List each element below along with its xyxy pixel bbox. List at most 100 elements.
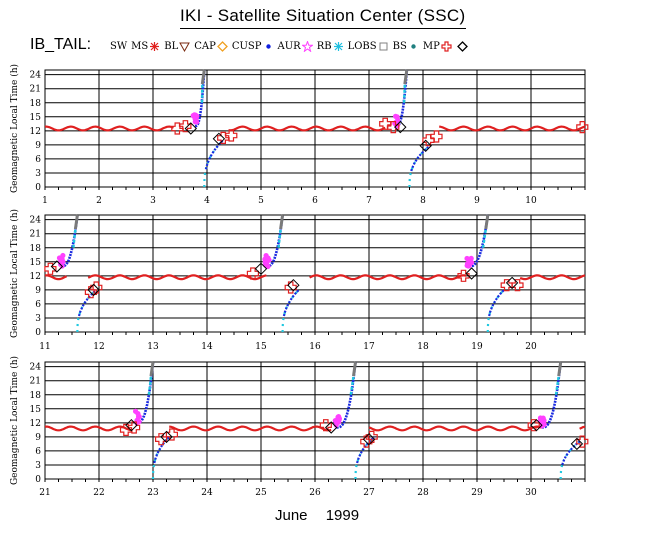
asterisk-cyan-icon bbox=[333, 41, 343, 51]
aurora-point bbox=[262, 256, 268, 262]
inbound-series bbox=[203, 139, 224, 187]
legend-item: SW bbox=[110, 41, 127, 52]
magnetosheath-series bbox=[169, 425, 332, 432]
y-tick-label: 15 bbox=[30, 113, 42, 123]
lobes-series bbox=[484, 214, 490, 230]
dot-icon bbox=[265, 43, 271, 49]
x-tick-label: 20 bbox=[525, 342, 537, 352]
asterisk-icon bbox=[150, 41, 160, 51]
magnetopause-marker bbox=[284, 281, 297, 294]
y-axis-label: Geomagnetic Local Time (h) bbox=[9, 356, 20, 485]
y-tick-label: 15 bbox=[30, 258, 42, 268]
radiation-belt-series bbox=[402, 83, 406, 103]
aurora-point bbox=[135, 411, 141, 417]
x-tick-label: 1 bbox=[42, 196, 48, 206]
inbound-series bbox=[354, 436, 376, 479]
x-tick-label: 23 bbox=[147, 488, 159, 498]
x-tick-label: 8 bbox=[420, 196, 426, 206]
legend-item: RB bbox=[317, 41, 344, 52]
legend-item: BS bbox=[393, 41, 419, 52]
plus-icon bbox=[441, 40, 452, 52]
inbound-series bbox=[76, 289, 98, 332]
legend-item: BL bbox=[164, 40, 191, 52]
magnetopause-marker bbox=[165, 428, 178, 441]
inbound-series bbox=[281, 289, 300, 332]
bow-shock-marker bbox=[570, 437, 584, 451]
y-tick-label: 21 bbox=[30, 85, 41, 95]
aurora-point bbox=[266, 257, 272, 263]
y-tick-label: 3 bbox=[35, 461, 41, 471]
legend-label: RB bbox=[316, 40, 332, 52]
x-tick-label: 2 bbox=[96, 196, 102, 206]
lobes-series bbox=[149, 361, 155, 377]
x-tick-label: 29 bbox=[471, 488, 483, 498]
plasma-sheet-series bbox=[356, 436, 376, 464]
magnetopause-marker bbox=[44, 262, 57, 275]
star-icon bbox=[301, 40, 313, 52]
bow-shock-marker bbox=[465, 267, 478, 280]
radiation-belt-series bbox=[481, 228, 487, 248]
legend-item: CUSP bbox=[232, 41, 274, 52]
y-tick-label: 24 bbox=[30, 363, 42, 373]
legend-item bbox=[456, 40, 468, 52]
x-tick-label: 14 bbox=[201, 342, 213, 352]
plasma-sheet-series bbox=[395, 69, 409, 128]
y-axis-label: Geomagnetic Local Time (h) bbox=[9, 64, 20, 193]
magnetopause-marker bbox=[576, 435, 589, 448]
magnetopause-marker bbox=[500, 279, 513, 292]
plasma-sheet-series bbox=[468, 214, 490, 268]
bow-shock-marker bbox=[419, 139, 432, 153]
y-tick-label: 9 bbox=[35, 286, 41, 296]
plasma-sheet-series bbox=[561, 440, 581, 466]
legend-label: CAP bbox=[194, 40, 216, 52]
magnetopause-marker bbox=[225, 129, 238, 142]
lobes-series bbox=[352, 361, 357, 377]
x-tick-label: 19 bbox=[471, 342, 483, 352]
magnetopause-marker bbox=[365, 430, 378, 443]
aurora-point bbox=[466, 262, 473, 268]
x-tick-label: 18 bbox=[417, 342, 429, 352]
y-tick-label: 3 bbox=[35, 169, 41, 179]
x-tick-label: 6 bbox=[312, 196, 318, 206]
y-tick-label: 18 bbox=[30, 391, 42, 401]
legend-item: MS bbox=[131, 41, 160, 52]
bow-shock-marker bbox=[505, 276, 519, 290]
inbound-series bbox=[151, 436, 170, 479]
dot-icon bbox=[411, 43, 416, 49]
plasma-sheet-series bbox=[136, 361, 155, 425]
magnetopause-marker bbox=[155, 433, 168, 446]
bow-shock-marker bbox=[184, 122, 198, 135]
magnetopause-marker bbox=[387, 120, 400, 134]
plasma-sheet-series bbox=[488, 289, 505, 317]
lobes-series bbox=[557, 361, 563, 377]
y-tick-label: 12 bbox=[30, 127, 41, 137]
y-tick-label: 9 bbox=[35, 433, 41, 443]
lobes-series bbox=[279, 214, 285, 230]
x-tick-label: 26 bbox=[309, 488, 321, 498]
magnetosheath-series bbox=[44, 425, 132, 432]
x-tick-label: 24 bbox=[201, 488, 213, 498]
legend-item: AUR bbox=[277, 40, 313, 52]
legend-label: BL bbox=[164, 40, 179, 52]
x-tick-label: 27 bbox=[363, 488, 375, 498]
bow-shock-marker bbox=[324, 421, 338, 434]
magnetopause-marker bbox=[511, 279, 524, 292]
x-tick-label: 25 bbox=[255, 488, 267, 498]
x-tick-label: 5 bbox=[258, 196, 264, 206]
x-tick-label: 28 bbox=[417, 488, 429, 498]
x-tick-label: 17 bbox=[363, 342, 375, 352]
lobes-series bbox=[73, 214, 79, 230]
x-tick-label: 16 bbox=[309, 342, 321, 352]
title-underline bbox=[180, 28, 466, 29]
radiation-belt-series bbox=[554, 375, 560, 395]
bow-shock-marker bbox=[160, 430, 173, 444]
y-tick-label: 9 bbox=[35, 141, 41, 151]
y-tick-label: 15 bbox=[30, 405, 42, 415]
year-label: 1999 bbox=[325, 507, 360, 524]
radiation-belt-series bbox=[277, 228, 282, 248]
aurora-point bbox=[541, 417, 547, 424]
magnetosheath-series bbox=[579, 425, 586, 430]
legend-label: AUR bbox=[277, 40, 301, 52]
